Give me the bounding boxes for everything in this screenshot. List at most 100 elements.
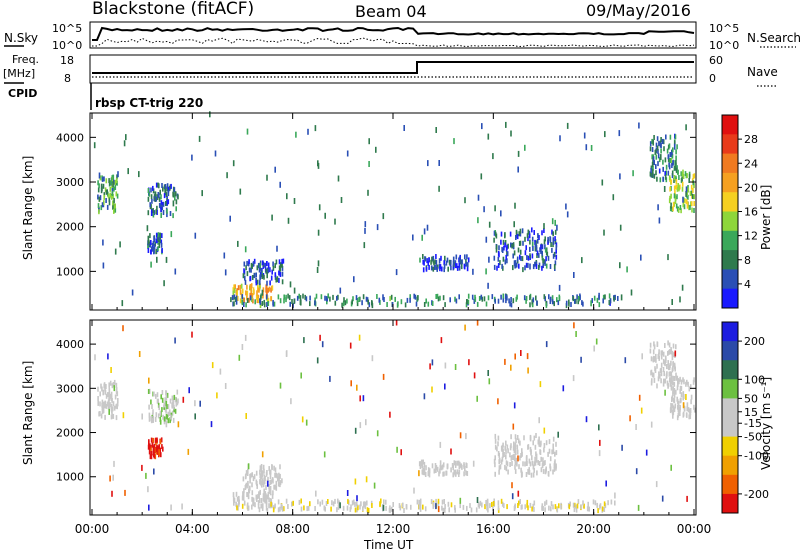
- data-cell: [315, 490, 317, 497]
- data-cell: [676, 415, 679, 421]
- data-cell: [659, 373, 661, 379]
- data-cell: [229, 215, 231, 222]
- data-cell: [108, 387, 111, 393]
- data-cell: [552, 436, 555, 442]
- data-cell: [242, 273, 245, 279]
- data-cell: [243, 488, 245, 494]
- x-tick-label: 00:00: [75, 522, 110, 536]
- data-cell: [532, 297, 535, 303]
- data-cell: [112, 174, 114, 180]
- data-cell: [673, 175, 676, 180]
- data-cell: [236, 505, 238, 511]
- data-cell: [98, 209, 100, 215]
- data-cell: [289, 301, 291, 307]
- data-cell: [414, 294, 417, 300]
- data-cell: [512, 298, 515, 304]
- data-cell: [544, 244, 546, 250]
- data-cell: [287, 504, 289, 509]
- data-cell: [679, 411, 681, 416]
- data-cell: [522, 267, 524, 273]
- data-cell: [545, 256, 547, 262]
- data-cell: [543, 443, 546, 448]
- data-cell: [378, 297, 381, 303]
- data-cell: [147, 243, 149, 249]
- data-cell: [257, 263, 260, 269]
- data-cell: [552, 237, 555, 243]
- data-cell: [536, 238, 539, 244]
- data-cell: [191, 154, 193, 161]
- data-cell: [673, 193, 676, 199]
- data-cell: [245, 413, 247, 419]
- data-cell: [660, 367, 662, 373]
- data-cell: [291, 501, 293, 507]
- data-cell: [486, 505, 488, 511]
- data-cell: [107, 193, 110, 199]
- data-cell: [538, 440, 540, 446]
- data-cell: [513, 260, 516, 266]
- data-cell: [251, 490, 254, 496]
- data-cell: [531, 302, 534, 308]
- data-cell: [116, 193, 119, 199]
- data-cell: [259, 469, 261, 475]
- data-cell: [259, 303, 262, 308]
- data-cell: [684, 171, 687, 177]
- data-cell: [669, 381, 672, 387]
- data-cell: [261, 270, 263, 276]
- data-cell: [167, 190, 170, 197]
- data-cell: [679, 184, 681, 190]
- data-cell: [671, 409, 674, 415]
- data-cell: [314, 300, 316, 306]
- data-cell: [493, 255, 496, 261]
- data-cell: [686, 201, 689, 207]
- data-cell: [114, 203, 116, 209]
- data-cell: [507, 243, 509, 249]
- data-cell: [535, 457, 538, 463]
- data-cell: [458, 462, 461, 468]
- data-cell: [663, 186, 666, 192]
- data-cell: [168, 185, 171, 191]
- data-cell: [649, 342, 652, 348]
- data-cell: [435, 259, 438, 265]
- data-cell: [425, 266, 428, 272]
- y-tick-label: 4000: [56, 338, 84, 351]
- data-cell: [173, 404, 175, 410]
- data-cell: [516, 256, 519, 262]
- data-cell: [575, 298, 577, 304]
- data-cell: [686, 402, 689, 408]
- data-cell: [276, 245, 278, 252]
- data-cell: [504, 358, 506, 365]
- data-cell: [194, 232, 197, 239]
- data-cell: [605, 480, 607, 487]
- data-cell: [256, 483, 258, 489]
- data-cell: [265, 287, 267, 293]
- data-cell: [441, 266, 443, 272]
- data-cell: [657, 376, 660, 382]
- data-cell: [638, 122, 640, 129]
- data-cell: [681, 186, 684, 192]
- data-cell: [412, 234, 414, 241]
- data-cell: [558, 284, 561, 291]
- data-cell: [441, 505, 443, 511]
- data-cell: [532, 264, 535, 270]
- data-cell: [671, 170, 674, 176]
- data-cell: [654, 149, 657, 155]
- data-cell: [666, 364, 668, 369]
- data-cell: [687, 407, 690, 413]
- colorbar-swatch: [722, 134, 738, 155]
- data-cell: [655, 481, 658, 488]
- data-cell: [293, 287, 296, 294]
- data-cell: [103, 383, 105, 389]
- data-cell: [670, 464, 672, 471]
- data-cell: [520, 467, 522, 473]
- data-cell: [492, 506, 494, 512]
- data-cell: [151, 246, 153, 252]
- data-cell: [160, 242, 163, 248]
- data-cell: [514, 442, 517, 448]
- data-cell: [552, 504, 554, 510]
- data-cell: [274, 274, 277, 280]
- data-cell: [497, 263, 500, 268]
- data-cell: [653, 159, 655, 165]
- data-cell: [552, 449, 555, 454]
- data-cell: [307, 505, 310, 511]
- data-cell: [521, 471, 523, 477]
